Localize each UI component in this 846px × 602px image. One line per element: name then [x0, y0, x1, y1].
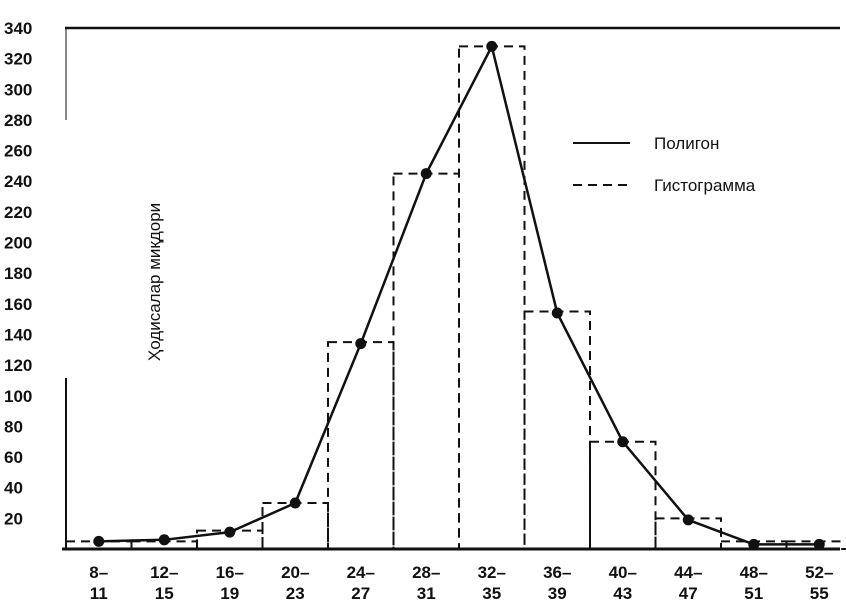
polygon-point — [289, 497, 301, 509]
polygon-point — [420, 168, 432, 180]
polygon-point — [682, 514, 694, 526]
x-tick-label: 36– 39 — [543, 563, 571, 602]
x-tick-label: 52– 55 — [805, 563, 833, 602]
x-tick-label: 44– 47 — [674, 563, 702, 602]
x-tick-labels: 8– 11 12– 15 16– 19 20– 23 24– 27 28– 31 32– 35 36– 39 4… — [89, 563, 833, 602]
histogram-bar — [523, 310, 591, 550]
x-tick-label: 40– 43 — [609, 563, 637, 602]
y-tick-labels: 20 40 60 80 100 120 140 160 180 200 220 240 260 280 30… — [4, 19, 32, 528]
y-axis-label: Ҳодисалар миқдори — [145, 203, 164, 361]
polygon-point — [813, 538, 825, 550]
polygon-point — [158, 534, 170, 546]
histogram-bar — [261, 502, 329, 551]
polygon-series — [93, 40, 825, 550]
x-tick-label: 16– 19 — [216, 563, 244, 602]
y-tick-label: 140 — [4, 325, 32, 344]
histogram-bars — [65, 45, 846, 551]
x-tick-label: 20– 23 — [281, 563, 309, 602]
histogram-bar — [589, 440, 657, 550]
polygon-point — [748, 538, 760, 550]
x-tick-label: 28– 31 — [412, 563, 440, 602]
y-tick-label: 60 — [4, 448, 23, 467]
histogram-bar — [327, 341, 395, 550]
y-tick-label: 20 — [4, 509, 23, 528]
y-tick-label: 320 — [4, 50, 32, 69]
y-tick-label: 180 — [4, 264, 32, 283]
y-tick-label: 200 — [4, 234, 32, 253]
x-tick-label: 48– 51 — [740, 563, 768, 602]
y-tick-label: 340 — [4, 19, 32, 38]
x-tick-label: 12– 15 — [150, 563, 178, 602]
x-tick-label: 8– 11 — [89, 563, 108, 602]
histogram-bar — [458, 45, 526, 550]
y-tick-label: 120 — [4, 356, 32, 375]
y-tick-label: 80 — [4, 417, 23, 436]
y-tick-label: 160 — [4, 295, 32, 314]
polygon-point — [355, 338, 367, 350]
polygon-point — [224, 526, 236, 538]
legend-label-polygon: Полигон — [654, 134, 719, 153]
y-tick-label: 240 — [4, 172, 32, 191]
polygon-point — [93, 535, 105, 547]
y-tick-label: 300 — [4, 80, 32, 99]
y-tick-label: 220 — [4, 203, 32, 222]
y-tick-label: 100 — [4, 387, 32, 406]
polygon-point — [551, 307, 563, 319]
y-tick-label: 40 — [4, 479, 23, 498]
x-tick-label: 24– 27 — [347, 563, 375, 602]
polygon-point — [486, 40, 498, 52]
polygon-line — [98, 42, 820, 546]
y-tick-label: 280 — [4, 111, 32, 130]
legend-label-histogram: Гистограмма — [654, 176, 756, 195]
legend: Полигон Гистограмма — [573, 134, 756, 195]
x-tick-label: 32– 35 — [478, 563, 506, 602]
y-tick-label: 260 — [4, 142, 32, 161]
polygon-point — [617, 436, 629, 448]
